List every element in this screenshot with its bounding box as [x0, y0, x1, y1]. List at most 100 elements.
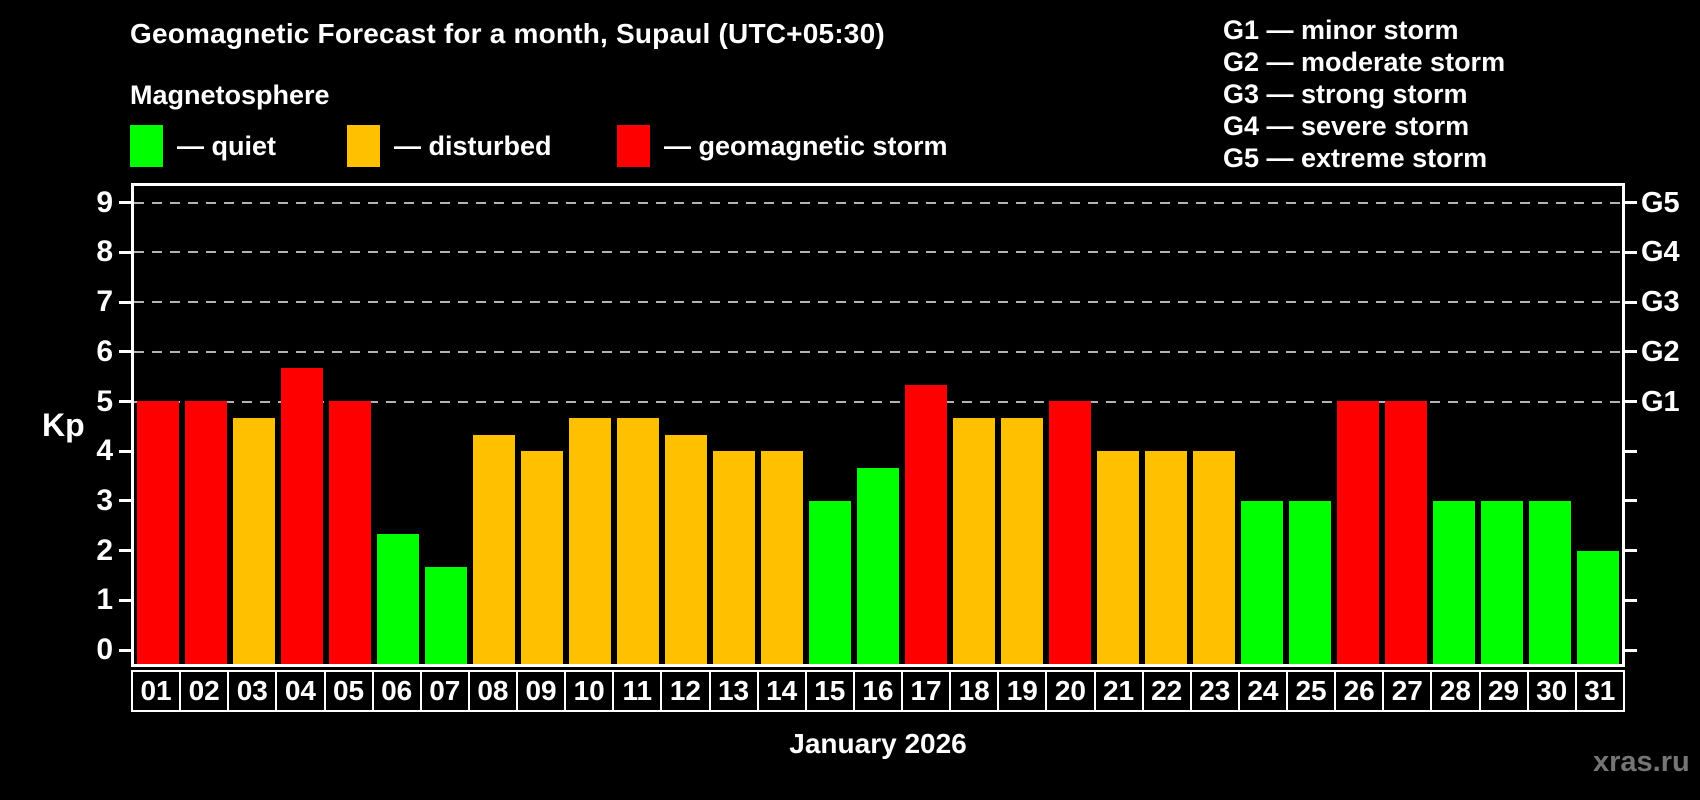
y-tick-label-3: 3: [96, 483, 113, 517]
kp-bar-08: [473, 435, 515, 664]
kp-bar-07: [425, 567, 467, 664]
gridline-kp6: [134, 350, 1622, 353]
y-tick-label-9: 9: [96, 185, 113, 219]
day-cell-16: 16: [852, 670, 903, 712]
day-label-row: 01 02 03 04 05 06 07 08 09 10 11 12 13 14 15 16 17 18 19 20…: [131, 670, 1625, 712]
day-cell-20: 20: [1045, 670, 1096, 712]
day-cell-03: 03: [227, 670, 278, 712]
day-cell-29: 29: [1478, 670, 1529, 712]
kp-bar-18: [953, 418, 995, 664]
kp-bar-20: [1049, 401, 1091, 664]
kp-bar-31: [1577, 551, 1619, 664]
y-tick-label-5: 5: [96, 384, 113, 418]
g-legend-line-1: G1 — minor storm: [1223, 15, 1459, 45]
day-cell-21: 21: [1093, 670, 1144, 712]
day-cell-23: 23: [1189, 670, 1240, 712]
kp-bar-30: [1529, 501, 1571, 664]
magnetosphere-label: Magnetosphere: [130, 80, 330, 110]
watermark: xras.ru: [1593, 746, 1690, 778]
kp-bar-26: [1337, 401, 1379, 664]
y-tick-right-1: [1625, 598, 1637, 602]
y-tick-left-1: [119, 598, 131, 602]
chart-title: Geomagnetic Forecast for a month, Supaul…: [130, 18, 885, 49]
day-cell-06: 06: [371, 670, 422, 712]
day-cell-02: 02: [179, 670, 230, 712]
kp-bar-09: [521, 451, 563, 664]
y-tick-left-8: [119, 250, 131, 254]
plot-area: [131, 183, 1625, 667]
g-level-label-G4: G4: [1641, 236, 1680, 269]
kp-bar-13: [713, 451, 755, 664]
legend-item-storm: — geomagnetic storm: [617, 125, 948, 167]
day-cell-28: 28: [1430, 670, 1481, 712]
g-legend-line-4: G4 — severe storm: [1223, 111, 1470, 141]
y-tick-label-2: 2: [96, 533, 113, 567]
y-tick-label-7: 7: [96, 285, 113, 319]
plot-inner: [134, 186, 1622, 664]
y-tick-right-7: [1625, 300, 1637, 304]
kp-bar-19: [1001, 418, 1043, 664]
kp-bar-22: [1145, 451, 1187, 664]
day-cell-30: 30: [1526, 670, 1577, 712]
kp-bar-23: [1193, 451, 1235, 664]
g-level-label-G3: G3: [1641, 286, 1680, 319]
kp-bar-06: [377, 534, 419, 664]
day-cell-12: 12: [660, 670, 711, 712]
x-axis-title: January 2026: [789, 728, 967, 759]
day-cell-26: 26: [1334, 670, 1385, 712]
day-cell-01: 01: [131, 670, 182, 712]
kp-bar-02: [185, 401, 227, 664]
kp-bar-25: [1289, 501, 1331, 664]
legend-label-quiet: — quiet: [177, 130, 276, 161]
kp-bar-04: [281, 368, 323, 664]
day-cell-27: 27: [1382, 670, 1433, 712]
g-level-label-G2: G2: [1641, 335, 1680, 368]
day-cell-04: 04: [275, 670, 326, 712]
quiet-swatch: [130, 125, 163, 167]
kp-bar-21: [1097, 451, 1139, 664]
kp-bar-14: [761, 451, 803, 664]
gridline-kp5: [134, 400, 1622, 403]
day-cell-25: 25: [1286, 670, 1337, 712]
gridline-kp7: [134, 301, 1622, 304]
legend-item-quiet: — quiet: [130, 125, 276, 167]
y-tick-right-8: [1625, 250, 1637, 254]
y-tick-left-0: [119, 648, 131, 652]
day-cell-24: 24: [1237, 670, 1288, 712]
legend-label-disturbed: — disturbed: [394, 130, 552, 161]
y-tick-left-9: [119, 201, 131, 205]
y-tick-label-0: 0: [96, 633, 113, 666]
day-cell-09: 09: [516, 670, 567, 712]
day-cell-10: 10: [564, 670, 615, 712]
day-cell-19: 19: [997, 670, 1048, 712]
kp-bar-16: [857, 468, 899, 664]
day-cell-05: 05: [323, 670, 374, 712]
g-legend-line-2: G2 — moderate storm: [1223, 47, 1506, 77]
kp-bar-03: [233, 418, 275, 664]
y-tick-left-2: [119, 549, 131, 553]
g-level-label-G5: G5: [1641, 186, 1680, 219]
kp-bar-12: [665, 435, 707, 664]
g-legend-line-3: G3 — strong storm: [1223, 79, 1468, 109]
day-cell-18: 18: [949, 670, 1000, 712]
kp-bar-11: [617, 418, 659, 664]
y-tick-right-2: [1625, 549, 1637, 553]
g-storm-legend: G1 — minor storm G2 — moderate storm G3 — …: [1223, 14, 1505, 174]
day-cell-07: 07: [419, 670, 470, 712]
legend-item-disturbed: — disturbed: [347, 125, 552, 167]
y-tick-label-6: 6: [96, 334, 113, 368]
gridline-kp9: [134, 201, 1622, 204]
kp-bar-27: [1385, 401, 1427, 664]
y-tick-right-9: [1625, 201, 1637, 205]
y-tick-left-6: [119, 350, 131, 354]
day-cell-22: 22: [1141, 670, 1192, 712]
y-tick-left-4: [119, 449, 131, 453]
kp-bar-10: [569, 418, 611, 664]
day-cell-31: 31: [1574, 670, 1625, 712]
y-tick-left-7: [119, 300, 131, 304]
kp-bar-05: [329, 401, 371, 664]
day-cell-13: 13: [708, 670, 759, 712]
y-tick-right-6: [1625, 350, 1637, 354]
gridline-kp8: [134, 251, 1622, 254]
